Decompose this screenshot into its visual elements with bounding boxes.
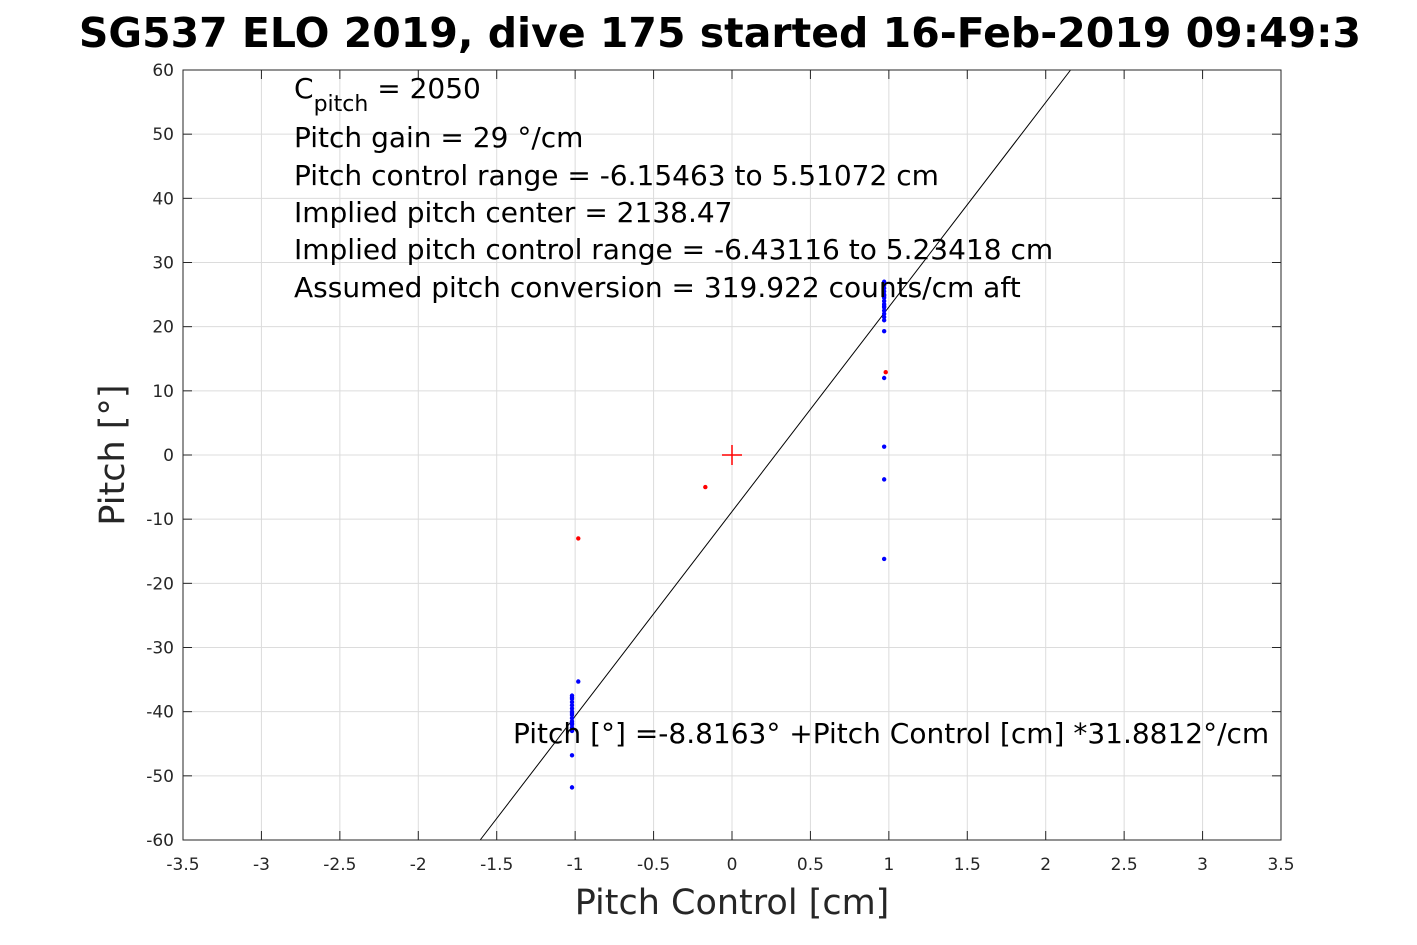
parameter-annotations: Cpitch = 2050 Pitch gain = 29 °/cm Pitch… <box>294 72 1053 304</box>
c-pitch-annotation: Cpitch = 2050 <box>294 72 481 117</box>
data-point <box>881 314 887 320</box>
data-point <box>576 679 581 684</box>
data-point <box>881 444 887 449</box>
data-point <box>881 279 887 284</box>
x-tick-label: -3.5 <box>166 855 199 875</box>
data-points <box>569 279 888 790</box>
y-ticks: 60 50 40 30 20 10 0 -10 -20 -30 -40 -50 -60 <box>146 61 1281 851</box>
x-tick-label: 2.5 <box>1111 855 1138 875</box>
data-point <box>569 785 575 790</box>
y-tick-label: 50 <box>152 125 174 145</box>
data-point <box>576 536 581 541</box>
data-point <box>881 556 887 562</box>
y-tick-label: -40 <box>146 703 174 723</box>
implied-range-annotation: Implied pitch control range = -6.43116 t… <box>294 233 1053 266</box>
x-tick-label: -0.5 <box>637 855 670 875</box>
data-point <box>881 293 887 299</box>
data-point <box>569 721 575 726</box>
data-point <box>881 289 887 294</box>
chart-title: SG537 ELO 2019, dive 175 started 16-Feb-… <box>79 9 1361 57</box>
x-tick-label: 3.5 <box>1267 855 1294 875</box>
x-tick-label: 1 <box>883 855 894 875</box>
data-point <box>569 728 575 734</box>
x-tick-label: -3 <box>253 855 270 875</box>
y-tick-label: -50 <box>146 767 174 787</box>
data-point <box>881 311 887 317</box>
y-axis-label: Pitch [°] <box>93 384 133 525</box>
y-tick-label: 0 <box>163 446 174 466</box>
x-tick-label: -2 <box>410 855 427 875</box>
y-tick-label: -60 <box>146 831 174 851</box>
data-point <box>569 710 575 716</box>
data-point <box>881 375 887 381</box>
data-point <box>569 695 575 700</box>
x-tick-label: 0 <box>727 855 738 875</box>
fit-equation-label: Pitch [°] =-8.8163° +Pitch Control [cm] … <box>513 717 1269 750</box>
fit-line <box>479 69 1071 841</box>
x-tick-label: -1.5 <box>480 855 513 875</box>
x-axis-label: Pitch Control [cm] <box>575 883 890 923</box>
x-tick-label: -2.5 <box>323 855 356 875</box>
data-point <box>881 477 887 482</box>
x-tick-label: 0.5 <box>797 855 824 875</box>
data-point <box>703 484 708 490</box>
y-tick-label: -20 <box>146 574 174 594</box>
data-point <box>569 715 575 721</box>
c-pitch-value: = 2050 <box>368 72 481 105</box>
pitch-control-range-annotation: Pitch control range = -6.15463 to 5.5107… <box>294 159 939 192</box>
data-point <box>881 328 887 334</box>
y-tick-label: 60 <box>152 61 174 81</box>
y-tick-label: -30 <box>146 639 174 659</box>
data-point <box>569 753 575 758</box>
implied-pitch-center-annotation: Implied pitch center = 2138.47 <box>294 196 732 229</box>
y-tick-label: -10 <box>146 510 174 530</box>
x-tick-label: -1 <box>567 855 584 875</box>
data-point <box>881 285 887 291</box>
c-pitch-subscript: pitch <box>314 92 369 117</box>
y-tick-label: 20 <box>152 318 174 338</box>
pitch-gain-annotation: Pitch gain = 29 °/cm <box>294 121 583 154</box>
pitch-conversion-annotation: Assumed pitch conversion = 319.922 count… <box>294 271 1021 304</box>
grid-lines <box>182 69 1282 841</box>
y-tick-label: 30 <box>152 254 174 274</box>
data-point <box>881 282 887 288</box>
data-point <box>881 298 887 304</box>
center-marker-group <box>722 445 742 465</box>
x-tick-label: 3 <box>1197 855 1208 875</box>
data-point <box>569 706 575 711</box>
data-point <box>881 303 887 309</box>
data-point <box>883 370 888 375</box>
data-point <box>569 703 575 708</box>
x-ticks: -3.5 -3 -2.5 -2 -1.5 -1 -0.5 0 0.5 1 1.5 2 2.5 3 3.5 <box>166 70 1295 875</box>
fit-line-group <box>479 69 1071 841</box>
data-point <box>569 699 575 705</box>
data-point <box>569 725 575 730</box>
c-pitch-main: C <box>294 72 314 105</box>
x-tick-label: 2 <box>1040 855 1051 875</box>
x-tick-label: 1.5 <box>954 855 981 875</box>
data-point <box>881 318 887 323</box>
data-point <box>881 308 887 313</box>
y-tick-label: 10 <box>152 382 174 402</box>
y-tick-label: 40 <box>152 189 174 209</box>
